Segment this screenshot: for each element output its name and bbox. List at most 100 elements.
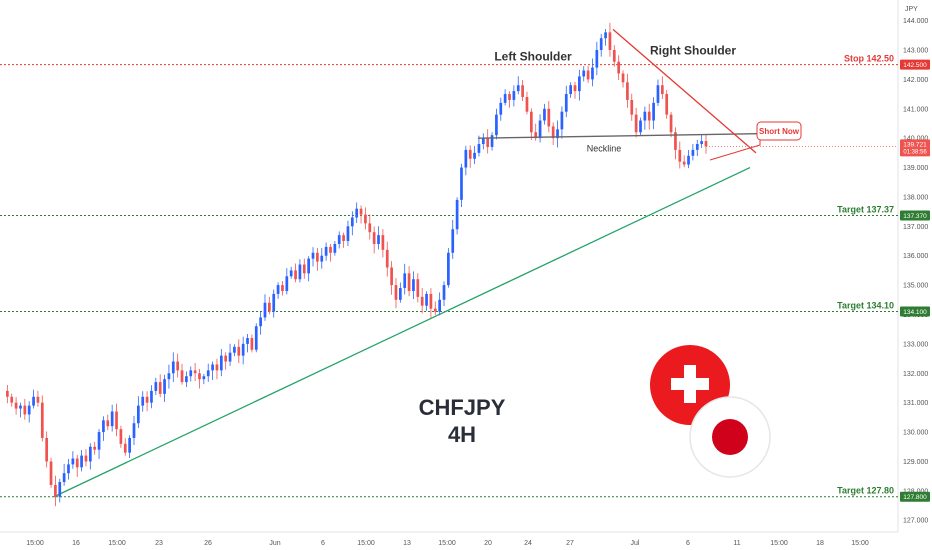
candle-body <box>407 273 411 291</box>
candle-body <box>219 355 223 371</box>
candle-body <box>372 232 376 244</box>
candle-body <box>612 49 616 62</box>
candle-body <box>80 455 83 468</box>
candle-body <box>40 402 44 438</box>
y-tick-label: 141.000 <box>903 106 928 113</box>
candle-body <box>202 376 206 380</box>
candle-body <box>193 370 197 374</box>
candle-body <box>185 376 188 383</box>
candle-body <box>499 102 503 115</box>
candle-body <box>342 235 345 242</box>
candle-body <box>333 243 337 253</box>
candle-body <box>141 396 145 406</box>
neckline-label: Neckline <box>587 143 622 153</box>
head-label: Head <box>598 0 627 2</box>
candle-body <box>591 67 594 80</box>
candle-body <box>176 361 180 371</box>
x-tick-label: 15:00 <box>438 540 456 547</box>
candle-body <box>62 473 66 483</box>
x-tick-label: 20 <box>484 540 492 547</box>
x-tick-label: 24 <box>524 540 532 547</box>
candle-body <box>272 293 276 312</box>
candle-body <box>320 255 324 262</box>
candle-body <box>652 102 655 121</box>
candle-body <box>412 279 415 291</box>
candle-body <box>324 246 328 256</box>
level-price-tag <box>900 59 930 70</box>
candle-body <box>75 458 79 468</box>
level-label: Target 137.37 <box>837 204 894 214</box>
y-tick-label: 132.000 <box>903 371 928 378</box>
short-now-box <box>756 121 802 141</box>
candle-body <box>560 111 564 130</box>
candle-body <box>180 370 184 383</box>
candle-body <box>316 252 319 262</box>
candle-body <box>403 273 407 289</box>
candle-body <box>639 120 642 133</box>
candle-body <box>49 461 53 485</box>
y-tick-label: 130.000 <box>903 430 928 437</box>
candle-body <box>298 264 302 280</box>
x-tick-label: Jun <box>269 540 280 547</box>
candle-body <box>6 390 9 397</box>
y-tick-label: 139.000 <box>903 165 928 172</box>
candle-body <box>398 288 402 300</box>
current-price-tag <box>900 139 930 157</box>
candle-body <box>512 91 516 100</box>
candle-body <box>58 482 62 497</box>
candle-body <box>211 364 214 371</box>
x-tick-label: 11 <box>733 540 740 547</box>
candle-body <box>582 70 586 77</box>
x-tick-label: 27 <box>566 540 574 547</box>
candle-body <box>451 229 455 253</box>
left-shoulder-label: Left Shoulder <box>494 49 572 63</box>
candle-body <box>110 411 114 427</box>
candle-body <box>263 302 267 318</box>
short-now-pointer <box>709 140 761 161</box>
candle-body <box>171 361 175 374</box>
candle-body <box>189 370 193 377</box>
candle-body <box>88 446 92 462</box>
watermark-timeframe: 4H <box>448 422 476 447</box>
x-tick-label: 15:00 <box>770 540 788 547</box>
candle-body <box>97 432 101 450</box>
candle-body <box>573 85 577 92</box>
candle-body <box>442 285 446 300</box>
right-shoulder-label: Right Shoulder <box>650 43 736 57</box>
candle-body <box>569 85 572 95</box>
x-tick-label: 6 <box>321 540 325 547</box>
candle-body <box>359 208 363 215</box>
candle-body <box>206 370 210 377</box>
x-tick-label: 15:00 <box>108 540 126 547</box>
candle-body <box>556 129 559 139</box>
level-price-tag-text: 137.370 <box>903 213 927 220</box>
candle-body <box>455 199 459 230</box>
candle-body <box>438 299 441 312</box>
candle-body <box>490 135 494 147</box>
candle-body <box>281 285 284 291</box>
candle-body <box>54 484 57 497</box>
level-label: Stop 142.50 <box>844 54 894 64</box>
candle-body <box>123 443 127 453</box>
candle-body <box>630 99 634 115</box>
candle-body <box>390 267 393 286</box>
x-tick-label: 15:00 <box>26 540 44 547</box>
y-tick-label: 144.000 <box>903 18 928 25</box>
watermark-symbol: CHFJPY <box>419 395 506 420</box>
candle-body <box>578 76 581 92</box>
candle-body <box>368 223 372 233</box>
candle-body <box>682 161 686 165</box>
y-tick-label: 133.000 <box>903 341 928 348</box>
y-tick-label: 142.000 <box>903 77 928 84</box>
level-label: Target 127.80 <box>837 486 894 496</box>
currency-label: JPY <box>905 6 918 13</box>
candle-body <box>534 132 538 139</box>
current-price-value: 139.721 <box>903 141 927 148</box>
candle-body <box>246 338 249 344</box>
y-tick-label: 137.000 <box>903 224 928 231</box>
y-tick-label: 131.000 <box>903 400 928 407</box>
short-now-label: Short Now <box>759 127 800 136</box>
candle-body <box>167 373 171 380</box>
